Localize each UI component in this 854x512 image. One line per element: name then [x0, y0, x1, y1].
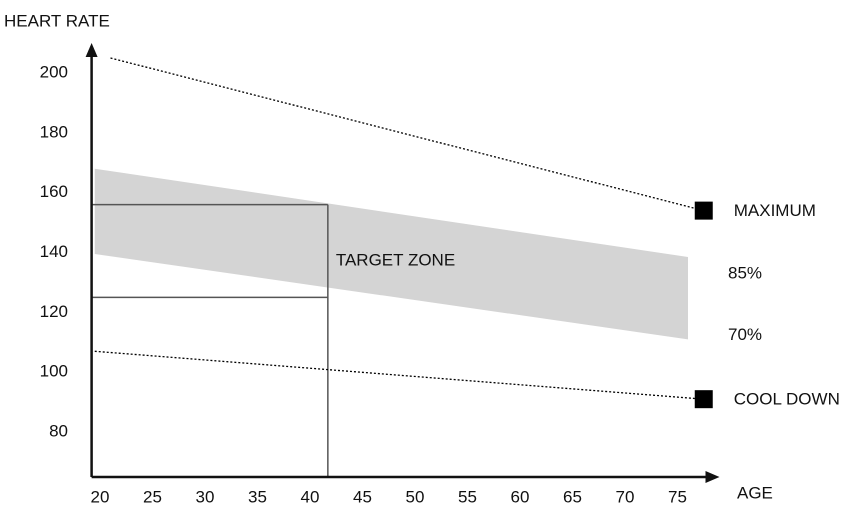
x-tick-label: 25: [143, 487, 162, 506]
series-line: [94, 350, 704, 400]
y-tick-label: 140: [40, 242, 68, 261]
y-tick-label: 80: [49, 422, 68, 441]
x-axis-arrow: [705, 471, 720, 483]
band-upper-label: 85%: [728, 263, 762, 282]
x-tick-label: 65: [563, 487, 582, 506]
y-tick-label: 120: [40, 302, 68, 321]
y-axis-arrow: [85, 43, 98, 57]
series-marker: [694, 390, 713, 409]
x-tick-label: 75: [668, 487, 687, 506]
y-tick-label: 160: [40, 182, 68, 201]
y-axis-label: HEART RATE: [4, 11, 110, 30]
x-tick-label: 60: [511, 487, 530, 506]
y-tick-label: 180: [40, 122, 68, 141]
x-tick-label: 45: [353, 487, 372, 506]
y-tick-label: 200: [40, 62, 68, 81]
y-tick-label: 100: [40, 362, 68, 381]
heart-rate-band: [94, 168, 688, 340]
x-tick-label: 35: [248, 487, 267, 506]
x-tick-label: 50: [406, 487, 425, 506]
target-zone-label: TARGET ZONE: [336, 251, 455, 270]
x-tick-label: 55: [458, 487, 477, 506]
legend-label: MAXIMUM: [734, 201, 816, 220]
legend-label: COOL DOWN: [734, 390, 840, 409]
x-tick-label: 20: [91, 487, 110, 506]
x-axis-label: AGE: [737, 483, 773, 502]
x-tick-label: 40: [301, 487, 320, 506]
series-marker: [694, 201, 713, 220]
band-lower-label: 70%: [728, 325, 762, 344]
x-tick-label: 30: [196, 487, 215, 506]
x-tick-label: 70: [616, 487, 635, 506]
